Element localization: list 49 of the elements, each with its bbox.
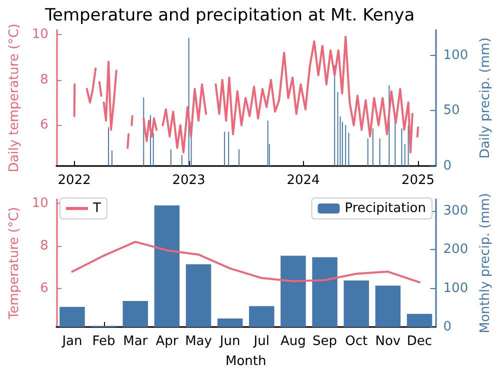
y-tick-label: 8	[40, 72, 48, 88]
x-tick-label: Jan	[61, 334, 82, 349]
legend-label: T	[92, 201, 101, 216]
y2-tick-label: 0	[443, 320, 452, 334]
y2-tick-label: 100	[443, 48, 468, 63]
x-tick-label: May	[185, 334, 212, 349]
chart-title: Temperature and precipitation at Mt. Kenya	[44, 6, 415, 26]
x-tick-label: Apr	[156, 334, 179, 349]
y2-axis-title: Daily precip. (mm)	[478, 37, 493, 159]
y-tick-label: 6	[40, 281, 48, 296]
x-tick-label: Oct	[345, 334, 368, 349]
bar	[186, 264, 212, 327]
bar	[375, 286, 401, 327]
x-tick-label: Jul	[252, 334, 270, 349]
bar	[344, 280, 369, 327]
x-tick-label: Aug	[280, 334, 306, 349]
bar	[280, 256, 306, 327]
x-tick-label: Nov	[375, 334, 401, 349]
bar	[217, 318, 243, 327]
bar	[60, 306, 85, 327]
y-axis-title: Temperature (°C)	[7, 207, 22, 320]
x-tick-label: 2023	[172, 173, 206, 188]
x-tick-label: 2024	[286, 173, 320, 188]
y2-tick-label: 100	[443, 280, 468, 296]
bar	[406, 314, 432, 327]
bar	[122, 301, 148, 327]
x-axis-title: Month	[225, 354, 266, 369]
x-tick-label: Feb	[92, 334, 116, 349]
y-tick-label: 8	[40, 238, 48, 254]
bar	[249, 306, 274, 327]
legend-label: Precipitation	[344, 201, 426, 216]
x-tick-label: Mar	[123, 334, 148, 349]
y2-axis-title: Monthly precip. (mm)	[478, 192, 493, 334]
x-tick-label: 2025	[401, 173, 435, 188]
bar	[312, 257, 338, 327]
y2-tick-label: 200	[443, 242, 468, 258]
x-tick-label: Sep	[312, 334, 338, 349]
bar	[154, 205, 180, 327]
y2-tick-label: 0	[443, 158, 452, 174]
y-tick-label: 10	[32, 196, 48, 211]
y-tick-label: 6	[40, 118, 48, 133]
y-tick-label: 10	[32, 27, 48, 42]
y2-tick-label: 300	[443, 203, 468, 218]
y-axis-title: Daily temperature (°C)	[7, 24, 22, 172]
y2-tick-label: 50	[443, 103, 460, 118]
x-tick-label: Jun	[218, 334, 240, 349]
x-tick-label: 2022	[58, 173, 91, 188]
line-series	[71, 240, 420, 284]
x-tick-label: Dec	[406, 334, 432, 349]
